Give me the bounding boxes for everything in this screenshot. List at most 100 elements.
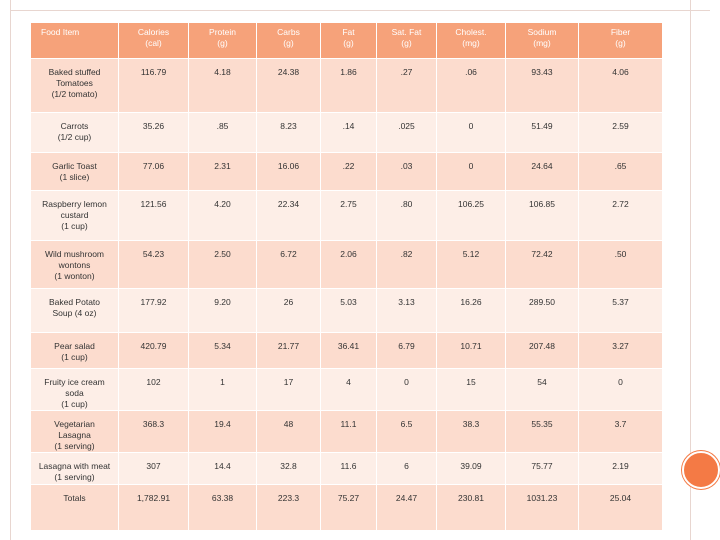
value-cell: 24.38 [256,58,321,113]
table-row: Wild mushroom wontons (1 wonton) 54.23 2.5… [30,240,663,289]
nutrition-table: Food Item Calories (cal) Protein (g) Carbs … [30,22,663,531]
value-cell: 4 [320,368,377,411]
value-cell: 368.3 [118,410,189,453]
food-cell: Vegetarian Lasagna (1 serving) [30,410,119,453]
value-cell: 6.5 [376,410,437,453]
border-line [10,10,710,11]
value-cell: 0 [436,112,506,153]
decoration-circle [682,451,720,489]
value-cell: 289.50 [505,288,579,333]
value-cell: 5.34 [188,332,257,369]
food-cell: Baked Potato Soup (4 oz) [30,288,119,333]
value-cell: .65 [578,152,663,191]
value-cell: 6.72 [256,240,321,289]
value-cell: 36.41 [320,332,377,369]
value-cell: 102 [118,368,189,411]
header-cell: Sat. Fat (g) [376,22,437,59]
header-cell: Calories (cal) [118,22,189,59]
value-cell: 75.27 [320,484,377,531]
value-cell: 307 [118,452,189,485]
value-cell: 4.18 [188,58,257,113]
value-cell: 22.34 [256,190,321,241]
value-cell: 48 [256,410,321,453]
value-cell: 116.79 [118,58,189,113]
value-cell: 19.4 [188,410,257,453]
value-cell: 3.27 [578,332,663,369]
value-cell: 26 [256,288,321,333]
food-cell: Baked stuffed Tomatoes (1/2 tomato) [30,58,119,113]
value-cell: .025 [376,112,437,153]
value-cell: 4.20 [188,190,257,241]
value-cell: .50 [578,240,663,289]
table-row: Totals 1,782.91 63.38 223.3 75.27 24.47 230.81… [30,484,663,531]
value-cell: .03 [376,152,437,191]
food-cell: Garlic Toast (1 slice) [30,152,119,191]
value-cell: 54.23 [118,240,189,289]
value-cell: 106.85 [505,190,579,241]
value-cell: .27 [376,58,437,113]
value-cell: 2.19 [578,452,663,485]
value-cell: 16.26 [436,288,506,333]
food-cell: Totals [30,484,119,531]
value-cell: 10.71 [436,332,506,369]
value-cell: 14.4 [188,452,257,485]
value-cell: 24.64 [505,152,579,191]
value-cell: .14 [320,112,377,153]
value-cell: 1031.23 [505,484,579,531]
value-cell: 54 [505,368,579,411]
value-cell: .06 [436,58,506,113]
value-cell: 2.31 [188,152,257,191]
value-cell: 24.47 [376,484,437,531]
value-cell: .85 [188,112,257,153]
value-cell: 35.26 [118,112,189,153]
food-cell: Lasagna with meat (1 serving) [30,452,119,485]
table-row: Fruity ice cream soda (1 cup) 102 1 17 4 0 15 5… [30,368,663,411]
value-cell: 39.09 [436,452,506,485]
value-cell: 2.06 [320,240,377,289]
header-cell: Food Item [30,22,119,59]
value-cell: 11.6 [320,452,377,485]
value-cell: 5.12 [436,240,506,289]
table-row: Pear salad (1 cup) 420.79 5.34 21.77 36.41 6.… [30,332,663,369]
header-cell: Cholest. (mg) [436,22,506,59]
value-cell: 106.25 [436,190,506,241]
value-cell: 2.50 [188,240,257,289]
value-cell: 6.79 [376,332,437,369]
value-cell: 75.77 [505,452,579,485]
header-cell: Carbs (g) [256,22,321,59]
table-row: Lasagna with meat (1 serving) 307 14.4 32.8… [30,452,663,485]
value-cell: 16.06 [256,152,321,191]
table-row: Garlic Toast (1 slice) 77.06 2.31 16.06.22.… [30,152,663,191]
food-cell: Pear salad (1 cup) [30,332,119,369]
value-cell: 8.23 [256,112,321,153]
value-cell: 4.06 [578,58,663,113]
header-row: Food Item Calories (cal) Protein (g) Carbs … [30,22,663,59]
value-cell: 1 [188,368,257,411]
value-cell: 15 [436,368,506,411]
value-cell: 38.3 [436,410,506,453]
value-cell: 63.38 [188,484,257,531]
value-cell: 5.03 [320,288,377,333]
value-cell: 77.06 [118,152,189,191]
header-cell: Fat (g) [320,22,377,59]
border-line [10,0,11,540]
value-cell: 72.42 [505,240,579,289]
value-cell: 420.79 [118,332,189,369]
header-cell: Fiber (g) [578,22,663,59]
value-cell: 21.77 [256,332,321,369]
table-row: Raspberry lemon custard (1 cup) 121.56 4.2… [30,190,663,241]
food-cell: Raspberry lemon custard (1 cup) [30,190,119,241]
value-cell: 2.75 [320,190,377,241]
value-cell: 0 [436,152,506,191]
value-cell: 11.1 [320,410,377,453]
value-cell: .22 [320,152,377,191]
value-cell: 5.37 [578,288,663,333]
value-cell: 17 [256,368,321,411]
value-cell: 230.81 [436,484,506,531]
value-cell: 3.13 [376,288,437,333]
value-cell: 3.7 [578,410,663,453]
value-cell: 223.3 [256,484,321,531]
value-cell: 6 [376,452,437,485]
border-line [690,0,691,540]
